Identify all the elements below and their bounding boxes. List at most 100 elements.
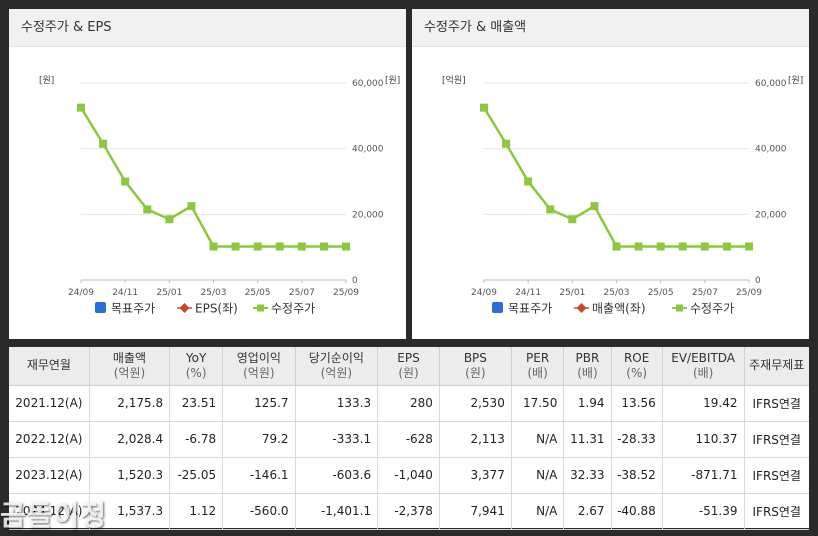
- column-header-label: 재무연월: [26, 358, 71, 373]
- column-header-label: YoY: [185, 350, 207, 365]
- x-tick-label: 25/01: [156, 288, 182, 298]
- table-cell: 2,530: [438, 385, 512, 422]
- table-cell: 2024.12(A): [9, 493, 90, 530]
- table-cell: -871.71: [661, 457, 744, 494]
- data-point: [165, 215, 174, 224]
- panel-title: 수정주가 & 매출액: [412, 9, 809, 47]
- legend-label: 목표주가: [508, 302, 552, 316]
- legend-label: EPS(좌): [195, 302, 238, 316]
- data-point: [722, 242, 731, 251]
- column-header: 매출액 (억원): [88, 347, 170, 386]
- column-header-unit: (억원): [113, 365, 146, 380]
- data-point: [209, 242, 218, 251]
- data-point: [568, 215, 577, 224]
- table-cell: N/A: [510, 493, 564, 530]
- table-cell: IFRS연결: [743, 493, 809, 530]
- data-point: [546, 205, 555, 214]
- data-point: [656, 242, 665, 251]
- table-row: 2022.12(A) 2,028.4 -6.78 79.2 -333.1 -628 2,11…: [9, 421, 809, 458]
- table-cell: 125.7: [222, 385, 296, 422]
- legend-swatch-target-price: [95, 302, 106, 313]
- table-cell: 2022.12(A): [9, 421, 90, 458]
- table-cell: -1,401.1: [294, 493, 378, 530]
- data-point: [231, 242, 240, 251]
- table-cell: -51.39: [661, 493, 744, 530]
- data-point: [121, 177, 130, 186]
- column-header: 주재무제표: [743, 347, 809, 386]
- table-cell: N/A: [510, 421, 564, 458]
- table-cell: 1.94: [563, 385, 612, 422]
- data-point: [590, 202, 599, 211]
- table-cell: -1,040: [377, 457, 440, 494]
- table-cell: 13.56: [610, 385, 663, 422]
- x-tick-label: 25/03: [604, 288, 630, 298]
- data-point: [253, 242, 262, 251]
- table-cell: 32.33: [563, 457, 612, 494]
- legend-swatch-left-series: [576, 303, 587, 313]
- y-left-unit: [억원]: [442, 74, 466, 86]
- legend-label: 목표주가: [111, 302, 155, 316]
- column-header-unit: (억원): [320, 365, 353, 380]
- x-tick-label: 24/09: [68, 288, 94, 298]
- data-point: [77, 103, 85, 112]
- y-tick-label: 20,000: [755, 210, 787, 220]
- data-point: [319, 242, 328, 251]
- data-point: [502, 139, 511, 148]
- legend-swatch-adjusted-price: [676, 304, 683, 312]
- table-cell: 19.42: [661, 385, 744, 422]
- y-left-unit: [원]: [39, 75, 54, 86]
- table-cell: 2.67: [563, 493, 612, 530]
- column-header: PBR (배): [563, 347, 612, 386]
- table-cell: -40.88: [610, 493, 663, 530]
- y-tick-label: 0: [352, 276, 358, 286]
- column-header: BPS (원): [438, 347, 512, 386]
- column-header-unit: (%): [626, 365, 648, 380]
- y-tick-label: 0: [755, 276, 761, 286]
- y-tick-label: 40,000: [755, 145, 787, 155]
- x-tick-label: 25/07: [692, 288, 718, 298]
- table-cell: -2,378: [377, 493, 440, 530]
- column-header-label: EPS: [397, 350, 420, 365]
- column-header-label: 주재무제표: [749, 358, 805, 373]
- table-cell: 2,175.8: [88, 385, 170, 422]
- table-cell: IFRS연결: [743, 385, 809, 422]
- data-point: [634, 242, 643, 251]
- table-cell: 2,113: [438, 421, 512, 458]
- financial-overview: 수정주가 & EPS 0 20,000 40,000 60,000 [원] [원] 24/0…: [9, 9, 809, 530]
- column-header-label: 당기순이익: [308, 350, 364, 365]
- x-tick-label: 25/09: [333, 288, 359, 298]
- y-tick-label: 40,000: [352, 145, 384, 155]
- column-header-unit: (배): [527, 365, 548, 380]
- data-point: [143, 205, 152, 214]
- data-point: [745, 242, 753, 251]
- table-cell: -6.78: [169, 421, 223, 458]
- table-row: 2021.12(A) 2,175.8 23.51 125.7 133.3 280 2,530…: [9, 385, 809, 422]
- table-cell: 133.3: [294, 385, 378, 422]
- column-header-unit: (배): [577, 365, 598, 380]
- series-line-adjusted-price: [79, 106, 346, 248]
- table-cell: 110.37: [661, 421, 744, 458]
- column-header: ROE (%): [610, 347, 663, 386]
- column-header-unit: (%): [185, 365, 207, 380]
- column-header-unit: (원): [398, 365, 419, 380]
- data-point: [187, 202, 196, 211]
- x-tick-label: 24/11: [515, 288, 541, 298]
- data-point: [480, 103, 488, 112]
- data-point: [612, 242, 621, 251]
- table-row: 2023.12(A) 1,520.3 -25.05 -146.1 -603.6 -1,04…: [9, 457, 809, 494]
- table-cell: IFRS연결: [743, 457, 809, 494]
- table-cell: 1,537.3: [88, 493, 170, 530]
- table-cell: -146.1: [222, 457, 296, 494]
- table-cell: 2023.12(A): [9, 457, 90, 494]
- data-point: [297, 242, 306, 251]
- panel-title: 수정주가 & EPS: [9, 9, 406, 47]
- table-cell: 1.12: [169, 493, 223, 530]
- data-point: [99, 139, 108, 148]
- column-header-label: ROE: [623, 350, 650, 365]
- panel-divider: [406, 9, 412, 339]
- column-header-label: BPS: [463, 350, 487, 365]
- section-divider: [9, 339, 809, 347]
- price-revenue-chart: 0 20,000 40,000 60,000 [억원] [원] 24/09 24/11 25/0…: [442, 74, 803, 316]
- legend-label: 수정주가: [690, 302, 734, 316]
